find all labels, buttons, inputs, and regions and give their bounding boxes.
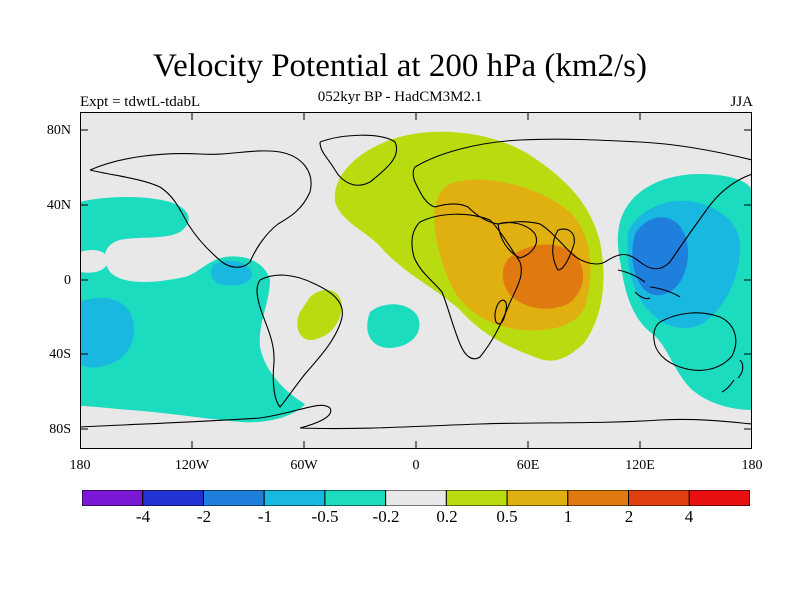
negative-weak-gap <box>80 250 109 273</box>
coast-south-america <box>256 274 343 408</box>
lon-tick-60e: 60E <box>516 458 540 473</box>
coast-arabia <box>497 221 538 259</box>
colorbar-box-7 <box>445 490 508 506</box>
positive-strong-core <box>502 244 584 309</box>
colorbar-box-11 <box>688 490 750 506</box>
season-label: JJA <box>730 94 753 110</box>
negative-mid-eastpacific <box>80 297 134 368</box>
colorbar <box>82 490 750 506</box>
coast-indonesia <box>617 269 681 300</box>
colorbar-box-5 <box>324 490 387 506</box>
coast-india <box>552 228 575 271</box>
negative-strong-westpacific <box>632 217 689 296</box>
colorbar-label-8: 1 <box>563 507 573 526</box>
experiment-label: Expt = tdwtL-tdabL <box>80 94 201 110</box>
coast-madagascar <box>494 299 507 325</box>
coast-new-zealand <box>721 359 744 393</box>
lat-tick-80n: 80N <box>46 123 71 138</box>
colorbar-label-7: 0.5 <box>496 507 518 526</box>
colorbar-label-2: -2 <box>196 507 212 526</box>
negative-weak-eastpacific <box>80 197 305 423</box>
colorbar-box-9 <box>567 490 630 506</box>
colorbar-box-1 <box>82 490 144 506</box>
lat-tick-40n: 40N <box>46 198 71 213</box>
coast-africa <box>411 213 522 360</box>
colorbar-box-3 <box>202 490 265 506</box>
lon-tick-0: 0 <box>412 458 420 473</box>
coastlines <box>80 134 752 430</box>
colorbar-label-4: -0.5 <box>311 507 339 526</box>
colorbar-box-8 <box>506 490 569 506</box>
tick-marks <box>80 112 752 449</box>
positive-weak-southatlantic <box>297 289 342 341</box>
map-subtitle: 052kyr BP - HadCM3M2.1 <box>317 89 483 105</box>
lon-tick-180w: 180 <box>69 458 91 473</box>
lat-tick-40s: 40S <box>49 347 71 362</box>
lat-tick-80s: 80S <box>49 422 71 437</box>
lon-tick-180e: 180 <box>741 458 763 473</box>
negative-weak-southatlantic <box>367 304 420 348</box>
coast-antarctica <box>80 404 752 430</box>
colorbar-box-10 <box>628 490 690 506</box>
colorbar-label-10: 4 <box>684 507 694 526</box>
colorbar-label-5: -0.2 <box>372 507 400 526</box>
coast-north-america <box>89 150 312 268</box>
coast-greenland <box>319 134 398 186</box>
colorbar-box-2 <box>142 490 204 506</box>
colorbar-box-6 <box>385 490 447 506</box>
colorbar-label-1: -4 <box>135 507 151 526</box>
coast-eurasia <box>412 138 752 270</box>
colorbar-label-6: 0.2 <box>436 507 458 526</box>
lon-tick-120w: 120W <box>174 458 210 473</box>
velocity-potential-map <box>80 112 752 449</box>
lon-tick-120e: 120E <box>625 458 655 473</box>
map-frame <box>80 112 752 449</box>
coast-australia <box>653 312 737 371</box>
lon-tick-60w: 60W <box>290 458 318 473</box>
map-title: Velocity Potential at 200 hPa (km2/s) <box>152 48 648 84</box>
lat-tick-0: 0 <box>64 273 71 288</box>
colorbar-label-3: -1 <box>257 507 273 526</box>
colorbar-box-4 <box>263 490 326 506</box>
colorbar-svg <box>82 490 750 506</box>
colorbar-label-9: 2 <box>624 507 634 526</box>
map-svg <box>80 112 752 449</box>
